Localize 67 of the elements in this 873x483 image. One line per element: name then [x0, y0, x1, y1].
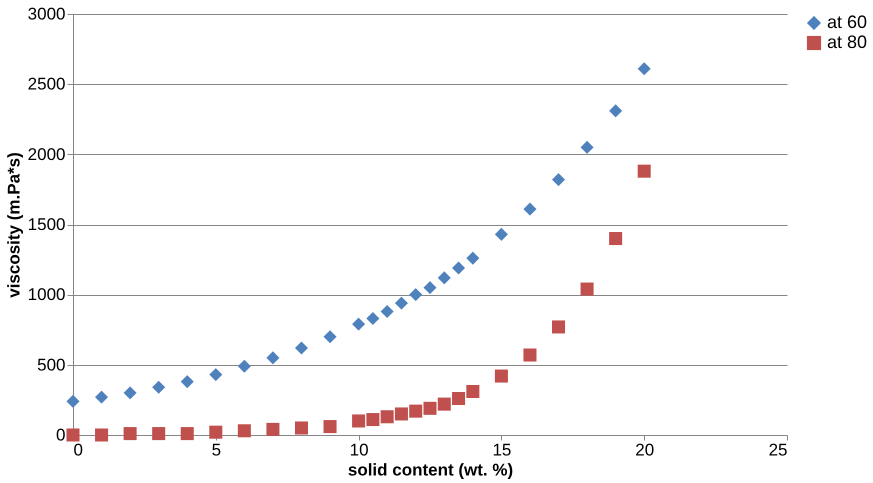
point [394, 296, 408, 310]
point [266, 351, 280, 364]
point [352, 318, 366, 331]
point [552, 320, 566, 334]
point [352, 414, 366, 428]
point [552, 173, 566, 186]
x-tick-label: 0 [74, 440, 83, 460]
point [366, 413, 380, 426]
x-tick-label: 25 [768, 440, 788, 460]
point [438, 271, 451, 284]
point [523, 348, 536, 362]
point [580, 140, 594, 154]
point [95, 428, 108, 442]
point [609, 104, 622, 118]
y-tick-label: 500 [37, 355, 66, 374]
point [452, 261, 466, 275]
point [394, 407, 408, 420]
point [209, 368, 222, 382]
x-tick-label: 10 [350, 440, 369, 460]
point [180, 427, 194, 440]
point [638, 62, 651, 76]
point [423, 281, 437, 294]
point [494, 228, 508, 241]
point [66, 428, 80, 442]
point [95, 390, 108, 404]
x-tick-label: 15 [492, 440, 512, 460]
point [366, 312, 380, 326]
point [494, 370, 508, 383]
point [152, 380, 166, 394]
point [238, 360, 251, 373]
y-axis-title: viscosity (m.Pa*s) [4, 152, 24, 298]
point [152, 427, 166, 440]
x-tick-label: 20 [635, 440, 654, 460]
point [238, 424, 251, 438]
point [452, 392, 466, 406]
legend-label: at 80 [827, 32, 868, 52]
point [423, 402, 437, 415]
point [209, 426, 222, 439]
point [266, 422, 280, 436]
point [523, 202, 536, 216]
point [466, 384, 480, 398]
point [409, 288, 422, 302]
point [124, 386, 137, 400]
point [180, 375, 194, 388]
point [324, 330, 337, 344]
point [324, 420, 337, 434]
y-tick-label: 3000 [28, 4, 66, 24]
y-tick-label: 1500 [28, 215, 66, 234]
point [380, 304, 394, 318]
point [66, 394, 80, 408]
point [380, 410, 394, 424]
x-tick-label: 5 [212, 440, 222, 460]
point [438, 398, 451, 411]
point [580, 282, 594, 296]
y-tick-label: 0 [56, 426, 66, 444]
y-tick-label: 2000 [28, 144, 66, 164]
point [409, 404, 422, 418]
point [638, 164, 651, 178]
x-axis-title: solid content (wt. %) [348, 460, 514, 480]
point [609, 232, 622, 246]
y-tick-label: 2500 [28, 74, 66, 94]
y-tick-label: 1000 [28, 285, 66, 304]
point [466, 252, 480, 265]
legend-label: at 60 [827, 12, 868, 32]
point [294, 341, 308, 355]
point [124, 427, 137, 440]
point [294, 421, 308, 434]
